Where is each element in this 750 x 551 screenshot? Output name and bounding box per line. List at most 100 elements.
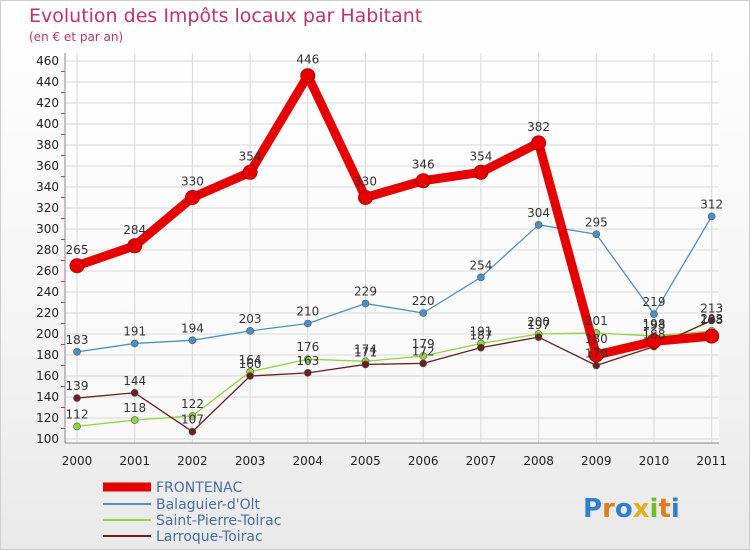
data-label: 171 xyxy=(354,345,377,359)
x-tick-label: 2006 xyxy=(408,454,439,468)
data-label: 191 xyxy=(469,324,492,338)
data-label: 193 xyxy=(643,318,666,332)
data-point xyxy=(361,360,370,369)
logo-letter: x xyxy=(633,494,650,524)
data-point xyxy=(246,372,254,380)
data-label: 446 xyxy=(296,53,319,67)
data-point xyxy=(303,355,312,364)
series-layer xyxy=(69,68,720,436)
data-point xyxy=(127,238,143,254)
y-tick-label: 320 xyxy=(36,201,59,215)
logo-text: Proxiti xyxy=(583,494,680,524)
data-label: 197 xyxy=(527,318,550,332)
data-point xyxy=(303,319,312,328)
data-point xyxy=(73,422,81,431)
data-label: 144 xyxy=(123,374,146,388)
logo-letter: o xyxy=(615,494,633,524)
data-label: 194 xyxy=(181,321,204,335)
data-label: 188 xyxy=(643,328,666,342)
data-label: 210 xyxy=(296,305,319,319)
x-tick-label: 2003 xyxy=(235,454,266,468)
logo-letter: P xyxy=(583,494,602,524)
data-point xyxy=(188,427,197,436)
y-tick-label: 240 xyxy=(36,285,59,299)
data-label: 284 xyxy=(123,223,146,237)
series-line-saint-pierre-toirac xyxy=(76,330,713,428)
y-tick-label: 300 xyxy=(36,222,59,236)
data-point xyxy=(188,336,197,345)
data-label: 107 xyxy=(181,413,204,427)
data-point xyxy=(415,173,431,189)
x-tick-label: 2000 xyxy=(62,454,93,468)
logo-letter: i xyxy=(671,494,680,524)
proxiti-logo: Proxiti xyxy=(583,494,680,524)
data-label: 330 xyxy=(181,175,204,189)
data-label: 200 xyxy=(527,315,550,329)
x-tick-label: 2001 xyxy=(119,454,150,468)
series-line-larroque-toirac xyxy=(76,319,713,433)
data-label: 179 xyxy=(412,337,435,351)
series-line-balaguier-d-olt xyxy=(76,215,713,353)
y-tick-label: 220 xyxy=(36,306,59,320)
data-label: 139 xyxy=(66,379,89,393)
data-point xyxy=(477,273,485,282)
y-tick-label: 460 xyxy=(36,54,59,68)
data-label: 112 xyxy=(66,407,89,421)
data-point xyxy=(707,212,716,221)
data-point xyxy=(73,348,81,356)
data-label: 219 xyxy=(643,295,666,309)
axes: 100 120 140 160 180 200 220 240 260 280 300 320 340 3… xyxy=(36,53,727,468)
x-tick-label: 2008 xyxy=(523,454,554,468)
x-tick-label: 2010 xyxy=(639,454,670,468)
data-point xyxy=(188,412,197,420)
data-label: 265 xyxy=(66,243,89,257)
data-label: 354 xyxy=(469,149,492,163)
legend-label: FRONTENAC xyxy=(156,480,242,496)
data-label: 164 xyxy=(239,353,262,367)
data-label: 382 xyxy=(527,120,550,134)
y-tick-label: 360 xyxy=(36,159,59,173)
y-tick-label: 180 xyxy=(36,348,59,362)
data-label: 312 xyxy=(700,197,723,211)
data-point xyxy=(704,328,720,344)
logo-letter: i xyxy=(650,494,659,524)
data-label: 187 xyxy=(469,329,492,343)
y-tick-label: 440 xyxy=(36,75,59,89)
y-tick-label: 420 xyxy=(36,96,59,110)
data-point xyxy=(707,316,716,325)
legend: FRONTENACBalaguier-d'OltSaint-Pierre-Toi… xyxy=(103,480,281,545)
x-tick-label: 2007 xyxy=(466,454,497,468)
data-point xyxy=(419,309,428,317)
data-label: 229 xyxy=(354,285,377,299)
data-label: 118 xyxy=(123,401,146,415)
data-point xyxy=(242,164,258,180)
logo-letter: t xyxy=(658,494,670,524)
data-label: 304 xyxy=(527,206,550,220)
data-label: 172 xyxy=(412,344,435,358)
legend-label: Saint-Pierre-Toirac xyxy=(156,513,281,529)
data-point xyxy=(477,343,485,352)
x-tick-label: 2011 xyxy=(696,454,727,468)
data-label: 183 xyxy=(66,333,89,347)
legend-label: Balaguier-d'Olt xyxy=(156,497,260,513)
data-point xyxy=(73,394,81,402)
plot-area xyxy=(65,53,719,443)
y-tick-label: 160 xyxy=(36,369,59,383)
data-point xyxy=(358,190,373,205)
data-label: 220 xyxy=(412,294,435,308)
grid xyxy=(65,53,719,443)
data-label: 122 xyxy=(181,397,204,411)
data-point xyxy=(130,339,139,348)
legend-label: Larroque-Toirac xyxy=(156,529,263,545)
y-tick-label: 260 xyxy=(36,264,59,278)
data-label: 191 xyxy=(123,324,146,338)
data-point xyxy=(184,190,200,205)
x-tick-label: 2002 xyxy=(177,454,208,468)
y-tick-label: 100 xyxy=(36,432,59,446)
data-point xyxy=(69,258,85,274)
data-label: 170 xyxy=(585,347,608,361)
y-tick-label: 280 xyxy=(36,243,59,257)
